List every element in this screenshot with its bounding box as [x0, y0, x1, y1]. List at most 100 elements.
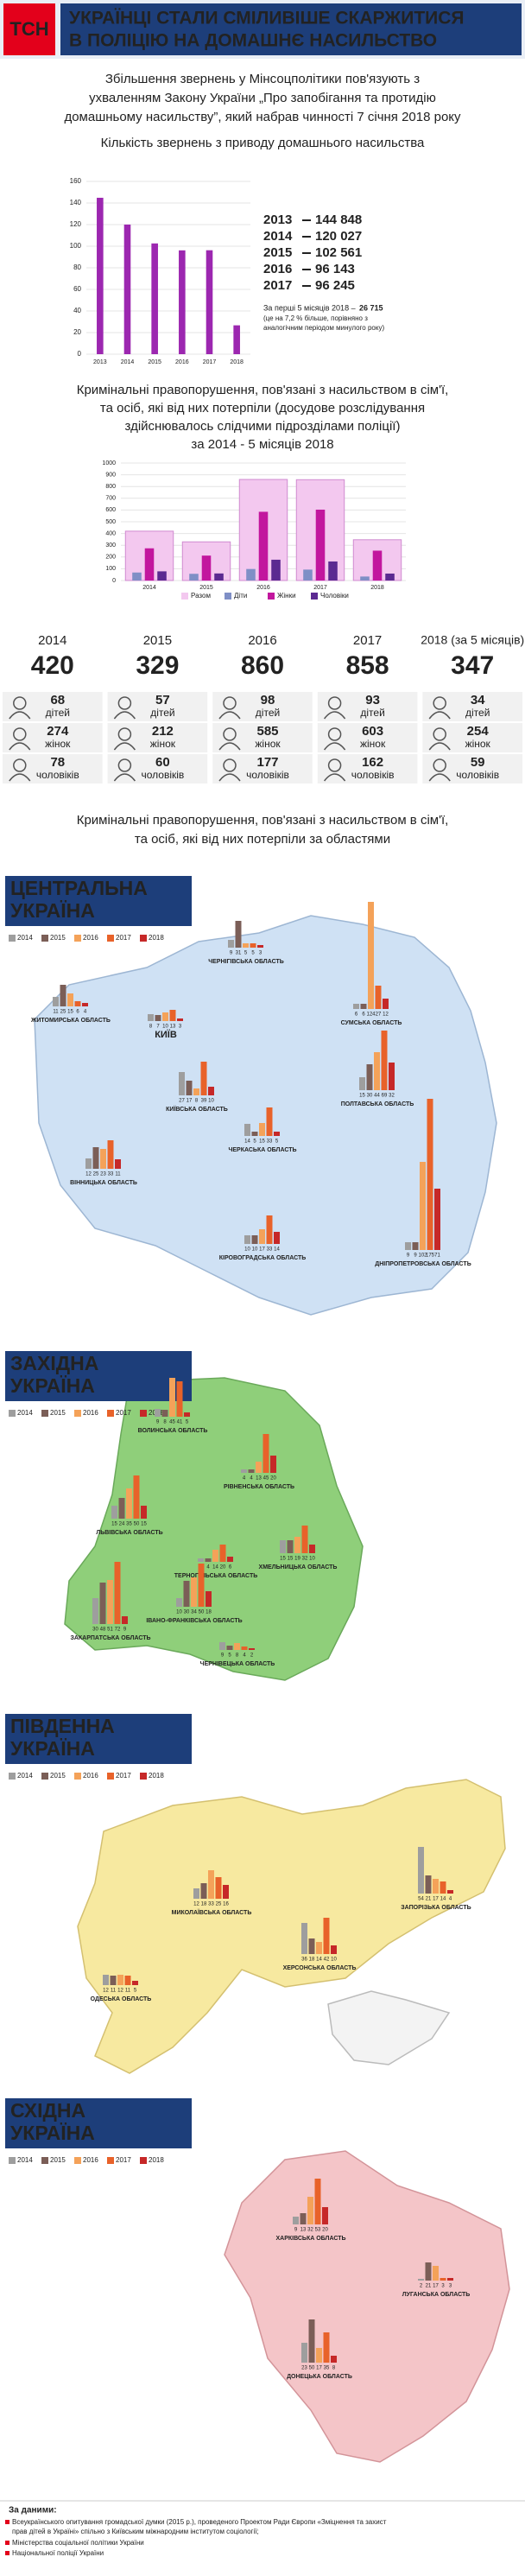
- legend-swatch: [107, 2157, 114, 2164]
- mini-bar-label: 2: [250, 1653, 254, 1659]
- mini-bar-label: 10: [244, 1247, 250, 1253]
- mini-bar: [274, 1132, 280, 1136]
- legend-value: 144 848: [315, 213, 362, 227]
- oblast-name: ВІННИЦЬКА ОБЛАСТЬ: [70, 1180, 137, 1186]
- mini-bar-label: 42: [324, 1957, 330, 1963]
- mini-bar: [234, 1643, 240, 1650]
- person-icon: [13, 696, 27, 710]
- person-icon: [9, 773, 31, 782]
- mini-bar-label: 4: [243, 1653, 246, 1659]
- mini-bar: [389, 1063, 395, 1090]
- mini-bar-label: 8: [236, 1653, 239, 1659]
- mini-bar-label: 10: [309, 1557, 315, 1562]
- mini-bar: [53, 997, 59, 1006]
- region-heading: ПІВДЕННА: [10, 1715, 115, 1737]
- legend-swatch: [74, 1410, 81, 1417]
- y-tick-label: 60: [73, 285, 81, 293]
- person-icon: [433, 758, 446, 772]
- mini-bar-label: 13: [170, 1025, 176, 1030]
- mini-bar: [308, 2319, 315, 2363]
- mini-bar: [155, 1409, 161, 1417]
- y-tick-label: 600: [105, 507, 116, 513]
- stat-number: 212: [152, 724, 174, 739]
- mini-bar-label: 21: [426, 1897, 432, 1902]
- mini-bar-label: 3: [441, 2284, 445, 2289]
- stat-number: 603: [362, 724, 383, 739]
- mini-bar-label: 18: [206, 1610, 212, 1615]
- mini-bar: [60, 985, 66, 1006]
- regions-title: Кримінальні правопорушення, пов'язані з …: [77, 813, 449, 828]
- y-tick-label: 200: [105, 555, 116, 561]
- legend-swatch: [311, 593, 318, 600]
- bar: [189, 574, 199, 581]
- bar: [144, 548, 155, 581]
- mini-bar: [256, 1462, 262, 1473]
- west-map: [64, 1377, 364, 1681]
- mini-bar: [74, 1001, 81, 1006]
- title-box: [60, 3, 522, 55]
- mini-bar-label: 7: [156, 1025, 160, 1030]
- mini-bar: [107, 1580, 113, 1624]
- y-tick-label: 300: [105, 542, 116, 549]
- mini-bar-label: 5: [251, 951, 255, 956]
- legend-label: 2017: [116, 1772, 131, 1780]
- legend-swatch: [9, 2157, 16, 2164]
- mini-bar-label: 11: [111, 1989, 117, 1994]
- source-line: прав дітей в Україні» спільно з Київськи…: [12, 2528, 259, 2535]
- regions-title: та осіб, які від них потерпіли за област…: [135, 832, 390, 847]
- mini-bar-label: 10: [162, 1025, 168, 1030]
- person-icon: [218, 742, 241, 751]
- mini-bar-label: 9: [230, 951, 233, 956]
- mini-bar-label: 45: [169, 1420, 175, 1425]
- south-map: [77, 1779, 506, 2074]
- mini-bar: [141, 1506, 147, 1519]
- mini-bar: [301, 1526, 308, 1553]
- mini-bar: [418, 1847, 424, 1894]
- legend-swatch: [268, 593, 275, 600]
- mini-bar-label: 12: [103, 1989, 109, 1994]
- stat-total: 329: [136, 651, 179, 680]
- mini-bar-label: 24: [119, 1522, 125, 1527]
- mini-bar-label: 4: [243, 1476, 246, 1482]
- title: В ПОЛІЦІЮ НА ДОМАШНЄ НАСИЛЬСТВО: [69, 31, 437, 51]
- person-icon: [13, 727, 27, 741]
- bullet: [5, 2520, 9, 2524]
- mini-bar: [266, 1107, 273, 1136]
- source-line: Всеукраїнського опитування громадської д…: [12, 2518, 387, 2526]
- bar: [258, 511, 269, 581]
- mini-bar-label: 31: [236, 951, 242, 956]
- mini-bar: [309, 1545, 315, 1553]
- stat-year: 2018 (за 5 місяців): [421, 633, 524, 647]
- mini-bar-label: 34: [191, 1610, 197, 1615]
- mini-bar-label: 33: [267, 1247, 273, 1253]
- mini-bar-label: 25: [60, 1010, 66, 1015]
- person-icon: [327, 727, 342, 741]
- legend-swatch: [107, 1773, 114, 1780]
- mini-bar: [184, 1412, 190, 1417]
- legend-swatch: [74, 2157, 81, 2164]
- legend-label: Діти: [234, 592, 247, 600]
- mini-bar-label: 35: [324, 2366, 330, 2371]
- mini-bar: [133, 1475, 140, 1519]
- stat-year: 2016: [248, 633, 276, 648]
- mini-bar-label: 9: [414, 1253, 417, 1259]
- mini-bar-label: 20: [220, 1565, 226, 1570]
- person-icon: [327, 758, 342, 772]
- oblast-name: КІРОВОГРАДСЬКА ОБЛАСТЬ: [219, 1255, 307, 1261]
- bar: [123, 224, 131, 354]
- mini-bar-label: 12: [383, 1012, 389, 1018]
- person-icon: [117, 727, 132, 741]
- mini-bar: [241, 1646, 248, 1650]
- stat-unit: жінок: [255, 738, 281, 750]
- mini-bar: [323, 1918, 330, 1954]
- person-icon: [13, 758, 27, 772]
- oblast-name: ЗАПОРІЗЬКА ОБЛАСТЬ: [401, 1905, 471, 1911]
- y-tick-label: 40: [73, 307, 81, 314]
- bar: [271, 559, 281, 581]
- mini-bar: [314, 2179, 321, 2224]
- mini-bar: [122, 1616, 128, 1624]
- mini-bar: [447, 2278, 453, 2281]
- stat-number: 254: [467, 724, 490, 739]
- mini-bar-label: 23: [100, 1172, 106, 1177]
